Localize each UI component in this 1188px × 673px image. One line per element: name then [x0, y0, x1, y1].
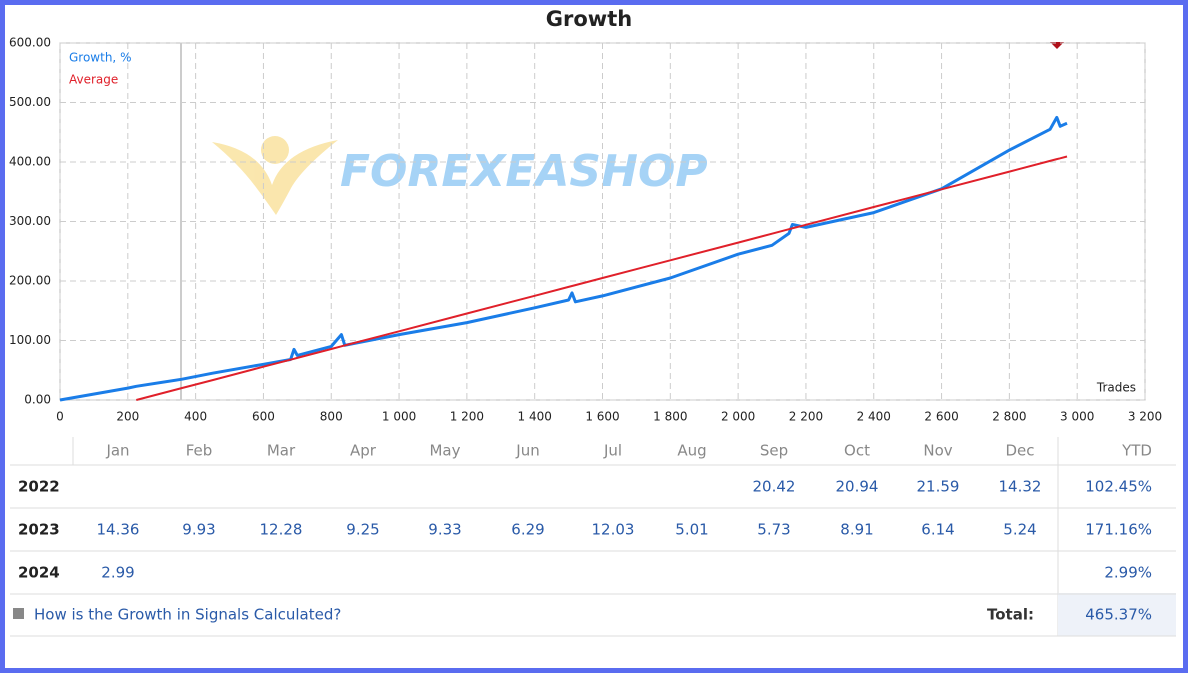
- watermark: FOREXEASHOP: [340, 146, 708, 197]
- year: 2022: [18, 478, 60, 496]
- x-tick-label: 800: [320, 410, 343, 424]
- month-value: 21.59: [917, 478, 960, 496]
- month-value: 5.24: [1003, 521, 1036, 539]
- marker: [1050, 42, 1064, 49]
- x-tick-label: 2 600: [924, 410, 958, 424]
- ytd-value: 102.45%: [1085, 478, 1152, 496]
- x-tick-label: 3 000: [1060, 410, 1094, 424]
- x-tick-label: 0: [56, 410, 64, 424]
- chart-title: Growth: [546, 7, 632, 31]
- month-value: 5.73: [757, 521, 790, 539]
- month-header: Feb: [186, 442, 213, 460]
- x-tick-label: 1 000: [382, 410, 416, 424]
- ytd-value: 171.16%: [1085, 521, 1152, 539]
- month-value: 20.42: [753, 478, 796, 496]
- x-tick-label: 2 200: [789, 410, 823, 424]
- month-value: 12.03: [592, 521, 635, 539]
- year: 2023: [18, 521, 60, 539]
- x-axis-label: Trades: [1096, 381, 1136, 395]
- help-link[interactable]: How is the Growth in Signals Calculated?: [34, 606, 341, 624]
- month-value: 9.25: [346, 521, 379, 539]
- ytd-header: YTD: [1121, 442, 1152, 460]
- y-tick-label: 400.00: [9, 155, 51, 169]
- x-tick-label: 200: [116, 410, 139, 424]
- month-header: Sep: [760, 442, 788, 460]
- month-value: 8.91: [840, 521, 873, 539]
- month-header: Mar: [267, 442, 296, 460]
- month-value: 12.28: [260, 521, 303, 539]
- month-value: 9.33: [428, 521, 461, 539]
- x-tick-label: 1 400: [518, 410, 552, 424]
- x-tick-label: 1 800: [653, 410, 687, 424]
- x-tick-label: 2 800: [992, 410, 1026, 424]
- month-value: 6.14: [921, 521, 954, 539]
- x-tick-label: 2 400: [857, 410, 891, 424]
- x-tick-label: 3 200: [1128, 410, 1162, 424]
- month-header: Aug: [677, 442, 706, 460]
- total-label: Total:: [987, 606, 1034, 624]
- x-tick-label: 1 600: [585, 410, 619, 424]
- series-line: [136, 155, 1068, 401]
- total-value: 465.37%: [1085, 606, 1152, 624]
- x-tick-label: 1 200: [450, 410, 484, 424]
- month-value: 14.32: [999, 478, 1042, 496]
- total-cell: [1058, 593, 1176, 636]
- month-header: Apr: [350, 442, 377, 460]
- month-header: Jul: [603, 442, 622, 460]
- month-value: 14.36: [97, 521, 140, 539]
- y-tick-label: 300.00: [9, 214, 51, 228]
- month-header: Oct: [844, 442, 870, 460]
- y-tick-label: 600.00: [9, 36, 51, 50]
- month-header: May: [429, 442, 460, 460]
- logo: [212, 136, 338, 215]
- legend-entry: Growth, %: [69, 51, 131, 65]
- x-tick-label: 600: [252, 410, 275, 424]
- month-header: Jan: [105, 442, 129, 460]
- ytd-value: 2.99%: [1104, 564, 1152, 582]
- y-tick-label: 500.00: [9, 95, 51, 109]
- month-header: Jun: [515, 442, 539, 460]
- month-header: Dec: [1005, 442, 1034, 460]
- info-icon: [13, 608, 24, 619]
- month-header: Nov: [923, 442, 952, 460]
- month-value: 9.93: [182, 521, 215, 539]
- y-tick-label: 100.00: [9, 333, 51, 347]
- month-value: 5.01: [675, 521, 708, 539]
- x-tick-label: 400: [184, 410, 207, 424]
- month-value: 20.94: [836, 478, 879, 496]
- y-tick-label: 0.00: [24, 393, 51, 407]
- panel: [5, 5, 1183, 668]
- legend-entry: Average: [69, 73, 118, 87]
- month-value: 2.99: [101, 564, 134, 582]
- y-tick-label: 200.00: [9, 274, 51, 288]
- year: 2024: [18, 564, 60, 582]
- x-tick-label: 2 000: [721, 410, 755, 424]
- month-value: 6.29: [511, 521, 544, 539]
